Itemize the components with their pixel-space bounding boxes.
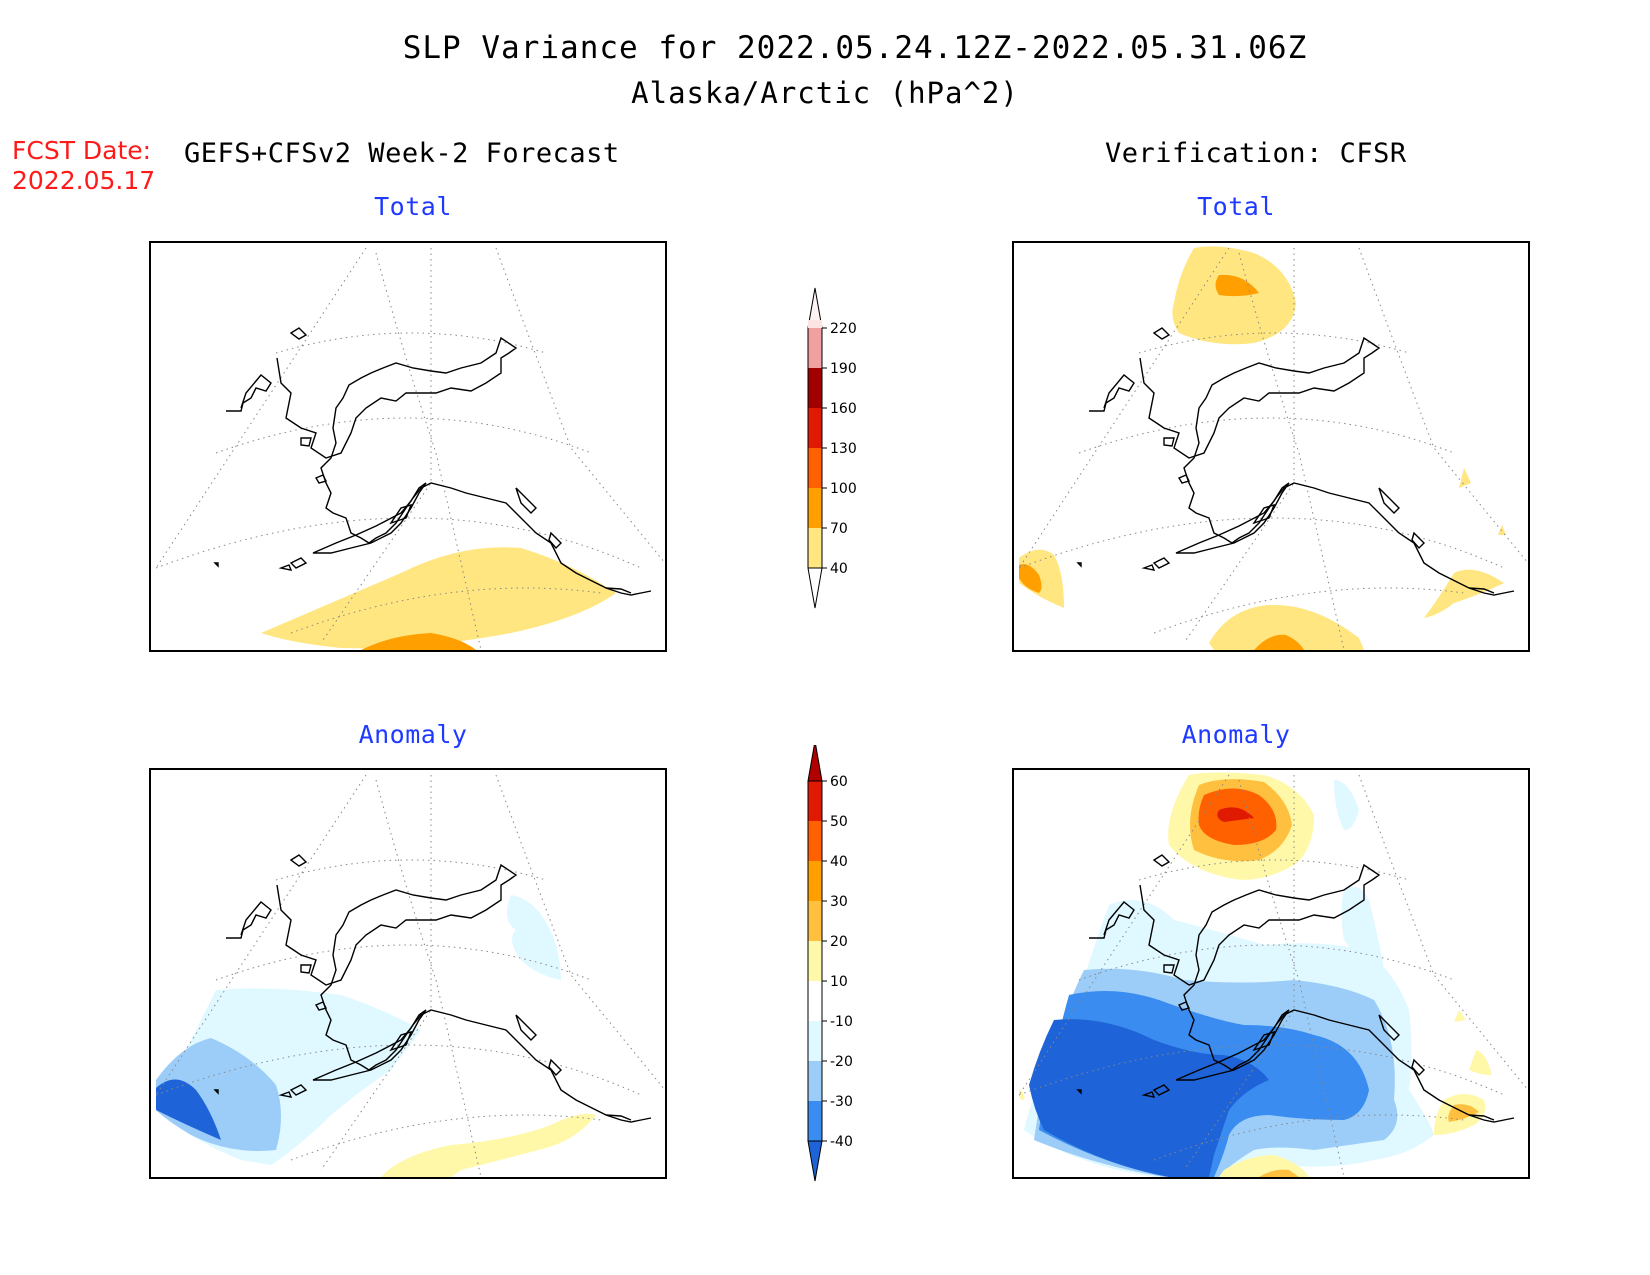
forecast-total-gridlines xyxy=(155,247,665,650)
anomaly-colorbar: -40 -30 -20 -10 10 20 30 40 50 60 xyxy=(807,745,853,1182)
verification-heading: Verification: CFSR xyxy=(1105,138,1407,169)
colorbar-label: 40 xyxy=(830,854,848,870)
forecast-total-map xyxy=(149,241,667,652)
verification-total-shading xyxy=(1019,246,1506,650)
colorbar-bottom-taper xyxy=(807,1140,823,1182)
colorbar-segment xyxy=(808,368,822,408)
colorbar-segment xyxy=(808,861,822,901)
colorbar-label: -10 xyxy=(830,1014,853,1030)
colorbar-label: 20 xyxy=(830,934,848,950)
colorbar-label: 30 xyxy=(830,894,848,910)
variance-40-70-region-east xyxy=(1424,569,1504,618)
colorbar-label: 160 xyxy=(830,401,857,417)
variance-70-100-region-south xyxy=(1254,634,1304,650)
forecast-date: FCST Date: 2022.05.17 xyxy=(12,136,155,196)
verification-anomaly-coastline xyxy=(1076,854,1515,1123)
anomaly-neg-40-region xyxy=(1029,1019,1269,1177)
colorbar-label: 130 xyxy=(830,441,857,457)
anomaly-pos-10-20-spot-1 xyxy=(1469,1050,1492,1075)
colorbar-segment xyxy=(808,1021,822,1061)
colorbar-label: 100 xyxy=(830,481,857,497)
colorbar-segment xyxy=(808,901,822,941)
forecast-anomaly-gridlines xyxy=(155,774,665,1177)
colorbar-label: 220 xyxy=(830,321,857,337)
anomaly-pos-10-20-spot-2 xyxy=(1454,1010,1466,1022)
forecast-date-label: FCST Date: xyxy=(12,136,152,165)
forecast-date-value: 2022.05.17 xyxy=(12,166,156,195)
variance-40-70-spot-2 xyxy=(1498,525,1506,535)
colorbar-segment xyxy=(808,488,822,528)
verification-anomaly-shading xyxy=(1019,772,1492,1177)
verification-total-coastline xyxy=(1076,327,1515,596)
colorbar-segment xyxy=(808,821,822,861)
forecast-anomaly-map xyxy=(149,768,667,1179)
colorbar-label: -40 xyxy=(830,1134,853,1150)
anomaly-pos-20-30-region-south xyxy=(1259,1169,1299,1177)
colorbar-top-taper xyxy=(807,745,823,782)
forecast-anomaly-shading xyxy=(156,895,596,1177)
variance-70-100-region-west xyxy=(1019,564,1042,593)
colorbar-segment xyxy=(808,320,822,328)
colorbar-label: -30 xyxy=(830,1094,853,1110)
colorbar-bottom-taper xyxy=(807,567,823,609)
figure-title: SLP Variance for 2022.05.24.12Z-2022.05.… xyxy=(402,30,1308,66)
anomaly-neg-30-40-region xyxy=(156,1079,221,1140)
verification-total-map xyxy=(1012,241,1530,652)
colorbar-segment xyxy=(808,781,822,821)
figure-subtitle: Alaska/Arctic (hPa^2) xyxy=(631,76,1019,110)
variance-40-70-region-south xyxy=(1209,604,1364,650)
forecast-anomaly-title: Anomaly xyxy=(358,720,468,749)
colorbar-segment xyxy=(808,408,822,448)
colorbar-segment xyxy=(808,448,822,488)
verification-total-gridlines xyxy=(1018,247,1528,650)
colorbar-label: 40 xyxy=(830,561,848,577)
colorbar-segment xyxy=(808,1061,822,1101)
variance-40-70-spot-1 xyxy=(1459,468,1471,488)
variance-40-70-region xyxy=(261,547,616,649)
colorbar-label: 10 xyxy=(830,974,848,990)
colorbar-label: 190 xyxy=(830,361,857,377)
anomaly-pos-10-20-spot-3 xyxy=(1019,1088,1025,1100)
variance-70-100-region xyxy=(1215,274,1259,297)
forecast-heading: GEFS+CFSv2 Week-2 Forecast xyxy=(184,138,620,169)
anomaly-neg-10-20-region-n xyxy=(1334,780,1359,830)
anomaly-neg-10-20-region-ne xyxy=(507,895,561,980)
colorbar-label: 70 xyxy=(830,521,848,537)
colorbar-label: 50 xyxy=(830,814,848,830)
forecast-total-shading xyxy=(261,547,616,650)
colorbar-segment xyxy=(808,328,822,368)
colorbar-label: 60 xyxy=(830,774,848,790)
colorbar-label: -20 xyxy=(830,1054,853,1070)
variance-70-100-region xyxy=(361,633,476,650)
verification-anomaly-gridlines xyxy=(1018,774,1528,1177)
verification-total-title: Total xyxy=(1197,192,1275,221)
colorbar-segment xyxy=(808,941,822,981)
colorbar-segment xyxy=(808,981,822,1021)
anomaly-pos-10-20-region xyxy=(381,1113,596,1177)
anomaly-pos-50-60-region xyxy=(1217,807,1254,822)
verification-anomaly-map xyxy=(1012,768,1530,1179)
verification-anomaly-title: Anomaly xyxy=(1181,720,1291,749)
forecast-total-coastline xyxy=(213,327,652,596)
total-colorbar: 40 70 100 130 160 190 220 xyxy=(807,287,857,609)
colorbar-segment xyxy=(808,1101,822,1141)
colorbar-segment xyxy=(808,528,822,568)
forecast-total-title: Total xyxy=(374,192,452,221)
forecast-anomaly-coastline xyxy=(213,854,652,1123)
